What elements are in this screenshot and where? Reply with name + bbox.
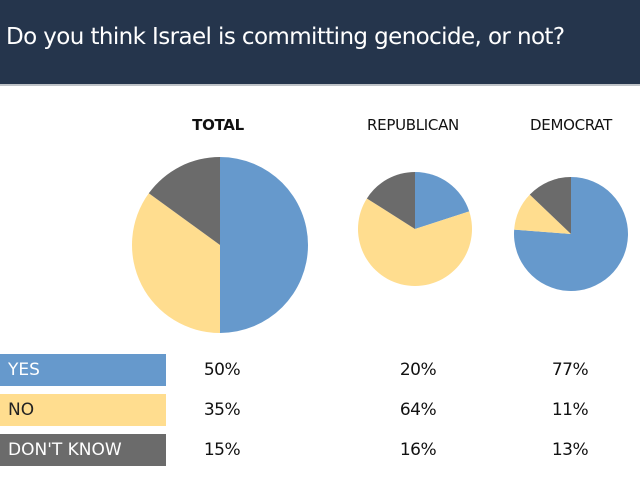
pie-slice-republican-dont-know — [366, 172, 415, 229]
column-header-total: TOTAL — [192, 116, 244, 134]
value-total-dont-know: 15% — [203, 440, 241, 460]
title-banner: Do you think Israel is committing genoci… — [0, 0, 640, 86]
pie-slice-democrat-no — [514, 194, 571, 234]
value-total-yes: 50% — [203, 360, 241, 380]
value-democrat-no: 11% — [551, 400, 589, 420]
legend-dont-know: DON'T KNOW — [0, 434, 166, 466]
pie-slice-total-no — [131, 193, 220, 333]
pie-slice-republican-yes — [415, 172, 470, 229]
value-total-no: 35% — [203, 400, 241, 420]
column-header-republican: REPUBLICAN — [367, 116, 459, 134]
legend-label-dont-know: DON'T KNOW — [8, 440, 122, 460]
value-republican-no: 64% — [399, 400, 437, 420]
value-democrat-dont-know: 13% — [551, 440, 589, 460]
column-header-democrat: DEMOCRAT — [530, 116, 612, 134]
pie-slice-total-yes — [220, 157, 308, 333]
pie-slice-democrat-dont-know — [529, 177, 571, 234]
chart-title: Do you think Israel is committing genoci… — [6, 24, 565, 50]
pie-slice-republican-no — [358, 198, 472, 287]
legend-yes: YES — [0, 354, 166, 386]
legend-label-yes: YES — [8, 360, 40, 380]
value-republican-yes: 20% — [399, 360, 437, 380]
legend-label-no: NO — [8, 400, 35, 420]
legend-no: NO — [0, 394, 166, 426]
pie-slice-total-dont-know — [148, 157, 220, 245]
value-democrat-yes: 77% — [551, 360, 589, 380]
value-republican-dont-know: 16% — [399, 440, 437, 460]
